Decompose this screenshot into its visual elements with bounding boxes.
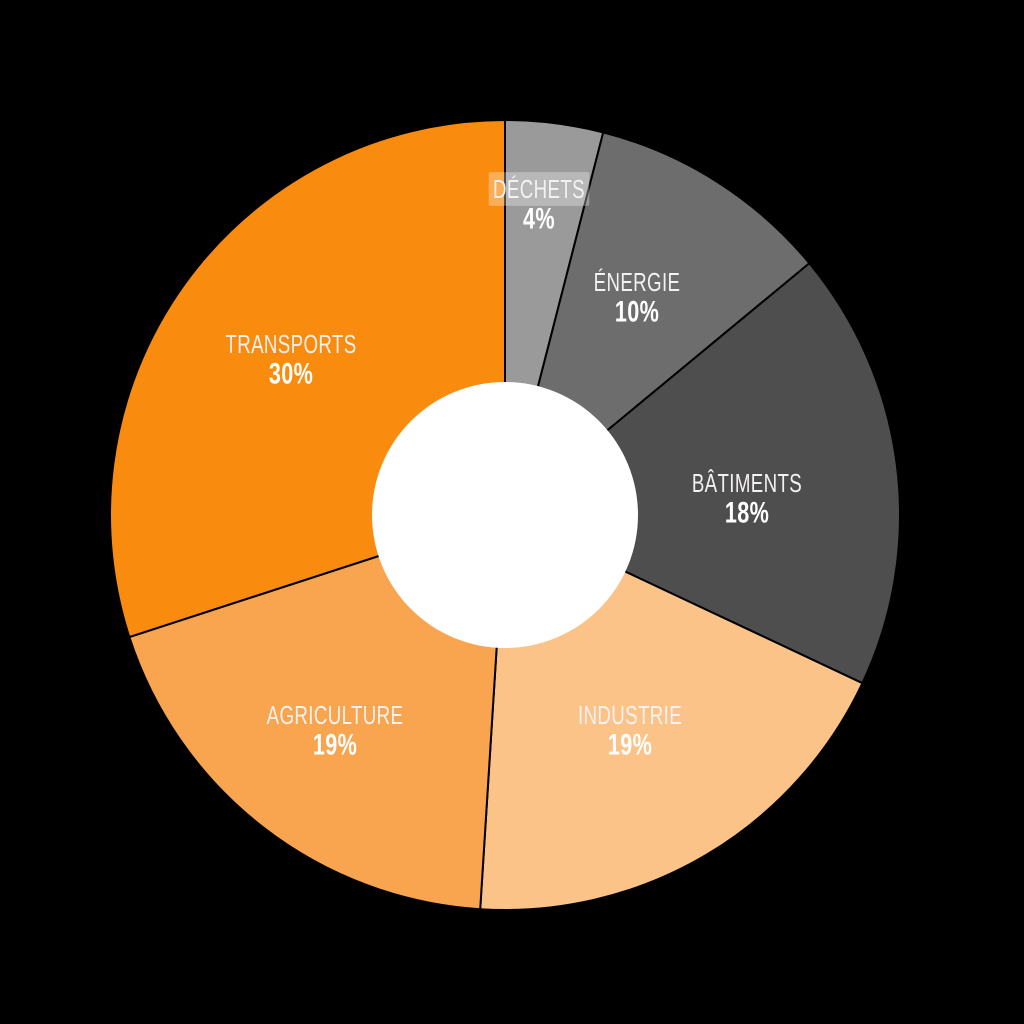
slice-percent-label: 19% bbox=[313, 727, 357, 761]
pie-slice-agriculture bbox=[128, 514, 506, 911]
slice-name-label: DÉCHETS bbox=[493, 174, 585, 204]
slice-name-label: BÂTIMENTS bbox=[692, 468, 802, 498]
slice-name-label: ÉNERGIE bbox=[594, 267, 681, 297]
slice-percent-label: 30% bbox=[269, 356, 313, 390]
label-highlight-box bbox=[488, 172, 590, 206]
pie-slice-batiments bbox=[504, 262, 901, 685]
slice-name-label: INDUSTRIE bbox=[578, 700, 682, 730]
donut-hole bbox=[372, 382, 638, 648]
slice-name-label: TRANSPORTS bbox=[225, 329, 356, 359]
slice-percent-label: 10% bbox=[615, 294, 659, 328]
slice-percent-label: 19% bbox=[608, 727, 652, 761]
slice-percent-label: 18% bbox=[725, 495, 769, 529]
slice-percent-label: 4% bbox=[523, 201, 555, 235]
slice-name-label: AGRICULTURE bbox=[267, 700, 404, 730]
